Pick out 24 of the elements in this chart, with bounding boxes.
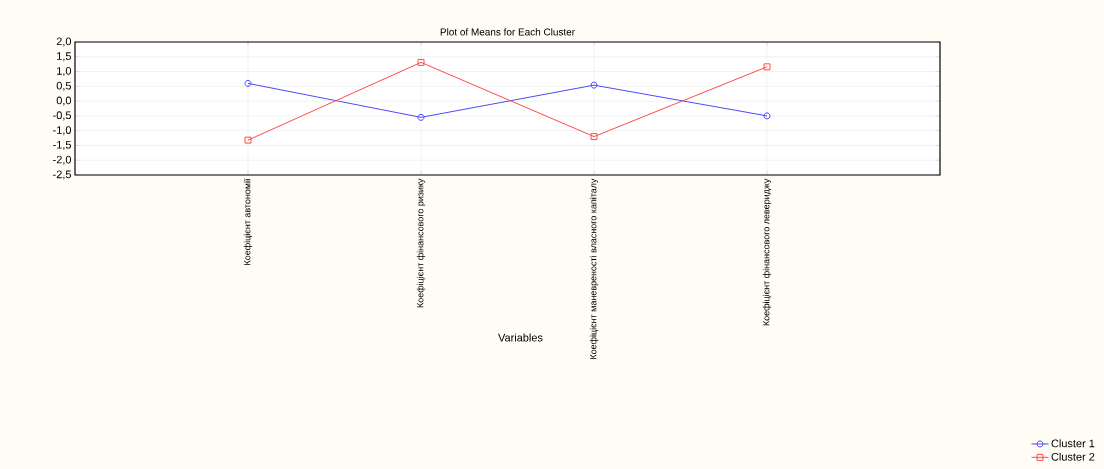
y-tick-label: -2,0 [53,155,72,165]
chart-title: Plot of Means for Each Cluster [440,28,575,36]
y-tick-label: 2,0 [56,37,72,47]
point [763,63,771,71]
point [417,113,425,121]
y-tick-label: -2,5 [53,170,72,180]
y-tick-label: 0,5 [56,81,72,91]
point [590,133,598,141]
point [590,81,598,89]
x-tick-label: Коефіцієнт автономії [243,178,253,265]
y-tick-label: -1,5 [53,140,72,150]
y-tick-label: -1,0 [53,126,72,136]
x-axis-title: Variables [498,333,543,342]
legend-label: Cluster 2 [1051,452,1095,461]
point [417,58,425,66]
y-tick-label: 1,5 [57,52,72,62]
y-tick-label: 0,0 [56,96,72,106]
point [244,136,252,144]
y-tick-label: 1,0 [57,67,72,77]
x-tick-label: Коефіцієнт фінансового левериджу [762,178,772,326]
y-tick-label: -0,5 [53,111,72,121]
x-tick-label: Коефіцієнт маневреності власного капіталу [589,178,599,359]
legend-label: Cluster 1 [1051,439,1095,448]
x-tick-label: Коефіцієнт фінансового ризику [416,178,426,308]
